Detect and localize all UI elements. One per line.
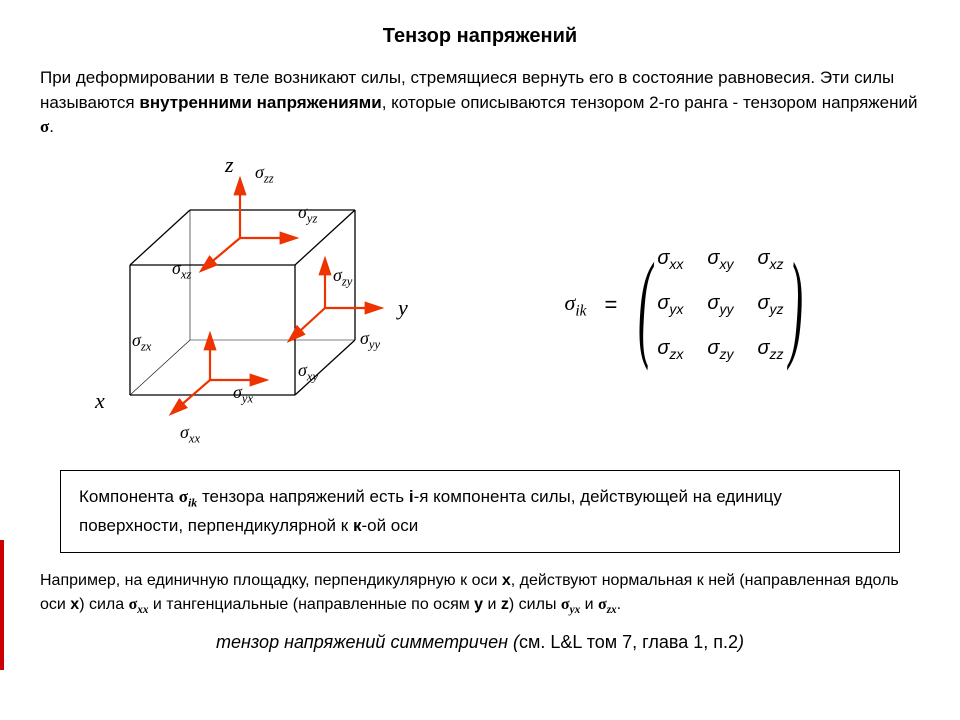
axis-x: x — [95, 388, 105, 414]
footer-note: тензор напряжений симметричен (см. L&L т… — [40, 632, 920, 653]
paren-left: ( — [638, 251, 652, 359]
lbl-xz: σxz — [172, 258, 191, 283]
matrix-table: σxx σxy σxz σyx σyy σyz σzx σzy σzz — [645, 237, 795, 372]
intro-end: . — [49, 117, 54, 136]
matrix-row: σyx σyy σyz — [645, 282, 795, 327]
lbl-xx: σxx — [180, 422, 200, 447]
axis-y: y — [398, 295, 408, 321]
cube-diagram: z y x σzz σyz σxz σzy σyy σxy σzx σyx σx… — [40, 150, 460, 460]
lbl-zz: σzz — [255, 162, 274, 187]
page-title: Тензор напряжений — [40, 25, 920, 48]
intro-paragraph: При деформировании в теле возникают силы… — [40, 66, 920, 140]
accent-bar — [0, 540, 4, 670]
intro-text-2: , которые описываются тензором 2-го ранг… — [382, 93, 918, 112]
paren-right: ) — [788, 251, 802, 359]
axis-z: z — [225, 152, 234, 178]
lbl-zy: σzy — [333, 265, 352, 290]
lbl-zx: σzx — [132, 330, 151, 355]
lbl-yx: σyx — [233, 382, 253, 407]
content-row: z y x σzz σyz σxz σzy σyy σxy σzx σyx σx… — [40, 150, 920, 460]
matrix-row: σxx σxy σxz — [645, 237, 795, 282]
matrix-equation: σik = ( σxx σxy σxz σyx σyy σyz σzx σzy … — [460, 237, 920, 372]
lbl-xy: σxy — [298, 360, 318, 385]
lbl-yy: σyy — [360, 328, 380, 353]
example-paragraph: Например, на единичную площадку, перпенд… — [40, 569, 920, 620]
lbl-yz: σyz — [298, 202, 317, 227]
matrix-eq: = — [604, 292, 617, 318]
intro-bold: внутренними напряжениями — [139, 93, 381, 112]
matrix-lhs: σik — [565, 290, 587, 320]
definition-box: Компонента σik тензора напряжений есть i… — [60, 470, 900, 553]
matrix-row: σzx σzy σzz — [645, 327, 795, 372]
intro-sigma: σ — [40, 117, 49, 136]
